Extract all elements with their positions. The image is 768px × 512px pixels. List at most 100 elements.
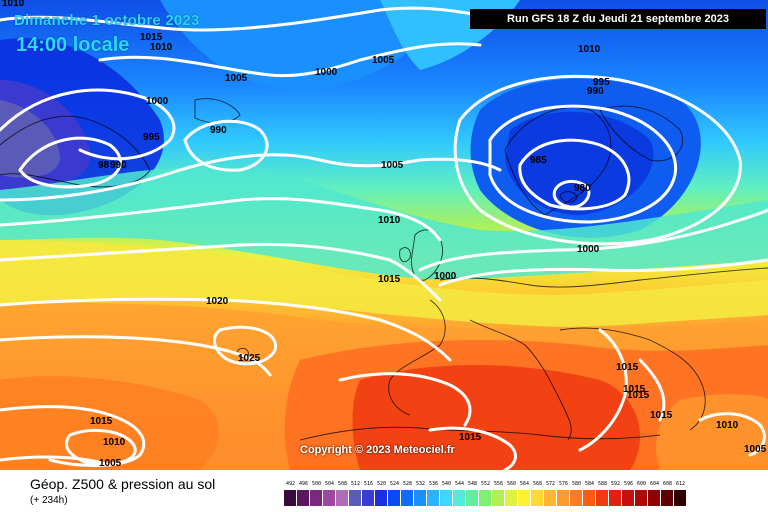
legend-labels: 492 496 500 504 508 512 516 520 524 528 532 536 540 5… [284, 479, 752, 489]
legend-swatch [427, 490, 440, 506]
legend-swatch [544, 490, 557, 506]
isobar-label: 1020 [206, 296, 229, 307]
legend-label: 580 [571, 481, 582, 487]
isobar-label: 1010 [103, 437, 126, 448]
product-title: Géop. Z500 & pression au sol [30, 476, 216, 492]
legend-swatch [388, 490, 401, 506]
isobar-label: 1015 [90, 416, 113, 427]
legend-label: 520 [376, 481, 387, 487]
legend-label: 612 [675, 481, 686, 487]
legend-swatch [505, 490, 518, 506]
copyright-notice: Copyright © 2023 Meteociel.fr [300, 444, 455, 456]
legend-swatch [609, 490, 622, 506]
isobar-label: 990 [587, 86, 604, 97]
legend-swatch [518, 490, 531, 506]
legend-bar [284, 490, 752, 506]
legend-swatch [310, 490, 323, 506]
legend-swatch [349, 490, 362, 506]
legend-label: 492 [285, 481, 296, 487]
legend-label: 596 [623, 481, 634, 487]
isobar-label: 1005 [99, 458, 122, 469]
legend-swatch [453, 490, 466, 506]
legend-label: 524 [389, 481, 400, 487]
legend-swatch [323, 490, 336, 506]
legend-label: 504 [324, 481, 335, 487]
isobar-label: 1010 [150, 42, 173, 53]
legend-label: 496 [298, 481, 309, 487]
lead-time: (+ 234h) [30, 495, 68, 506]
legend-label: 556 [493, 481, 504, 487]
legend-label: 540 [441, 481, 452, 487]
isobar-label: 1015 [650, 410, 673, 421]
isobar-label: 995 [593, 77, 610, 88]
legend-label: 532 [415, 481, 426, 487]
isobar-label: 1010 [2, 0, 25, 9]
legend-swatch [596, 490, 609, 506]
forecast-date: Dimanche 1 octobre 2023 [14, 12, 200, 29]
isobar-label: 1010 [716, 420, 739, 431]
isobar-label: 1015 [623, 384, 646, 395]
isobar-label: 985 [530, 155, 547, 166]
legend-swatch [570, 490, 583, 506]
legend-label: 600 [636, 481, 647, 487]
legend-swatch [492, 490, 505, 506]
isobar-label: 990 [210, 125, 227, 136]
isobar-label: 1015 [616, 362, 639, 373]
legend-swatch [414, 490, 427, 506]
legend-swatch [284, 490, 297, 506]
legend-label: 564 [519, 481, 530, 487]
legend-swatch [648, 490, 661, 506]
legend-label: 592 [610, 481, 621, 487]
legend-swatch [466, 490, 479, 506]
legend-label: 608 [662, 481, 673, 487]
legend-label: 508 [337, 481, 348, 487]
isobar-label: 1005 [225, 73, 248, 84]
legend-swatch [297, 490, 310, 506]
isobar-label: 98 [98, 160, 110, 171]
legend-label: 560 [506, 481, 517, 487]
legend-swatch [362, 490, 375, 506]
isobar-label: 1000 [146, 96, 169, 107]
low-scandinavia-core [505, 111, 654, 215]
legend-label: 528 [402, 481, 413, 487]
isobar-label: 1010 [578, 44, 601, 55]
isobar-label: 1015 [378, 274, 401, 285]
legend-swatch [622, 490, 635, 506]
isobar-label: 1015 [140, 32, 163, 43]
isobar-label: 1005 [381, 160, 404, 171]
isobar-label: 1015 [627, 390, 650, 401]
isobar-label: 995 [143, 132, 160, 143]
legend-label: 500 [311, 481, 322, 487]
legend-label: 552 [480, 481, 491, 487]
legend-label: 548 [467, 481, 478, 487]
isobars [0, 6, 768, 470]
legend-swatch [375, 490, 388, 506]
isobar-label: 980 [574, 183, 591, 194]
legend-swatch [674, 490, 687, 506]
isobar-label: 1005 [744, 444, 767, 455]
legend-label: 576 [558, 481, 569, 487]
legend-swatch [557, 490, 570, 506]
legend-swatch [635, 490, 648, 506]
weather-map: 1010 1015 1010 1005 1000 1000 995 990 98… [0, 0, 768, 470]
legend-label: 584 [584, 481, 595, 487]
legend-swatch [479, 490, 492, 506]
isobar-label: 990 [110, 160, 127, 171]
isobar-label: 1005 [372, 55, 395, 66]
color-scale-legend: 492 496 500 504 508 512 516 520 524 528 532 536 540 5… [284, 479, 752, 507]
legend-label: 536 [428, 481, 439, 487]
legend-label: 516 [363, 481, 374, 487]
legend-label: 512 [350, 481, 361, 487]
legend-label: 588 [597, 481, 608, 487]
legend-label: 544 [454, 481, 465, 487]
legend-label: 604 [649, 481, 660, 487]
isobar-labels: 1010 1015 1010 1005 1000 1000 995 990 98… [2, 0, 767, 469]
legend-swatch [661, 490, 674, 506]
isobar-label: 1000 [315, 67, 338, 78]
legend-swatch [531, 490, 544, 506]
model-run-banner: Run GFS 18 Z du Jeudi 21 septembre 2023 [470, 9, 766, 29]
isobar-label: 1010 [378, 215, 401, 226]
legend-label: 568 [532, 481, 543, 487]
legend-label: 572 [545, 481, 556, 487]
legend-swatch [401, 490, 414, 506]
